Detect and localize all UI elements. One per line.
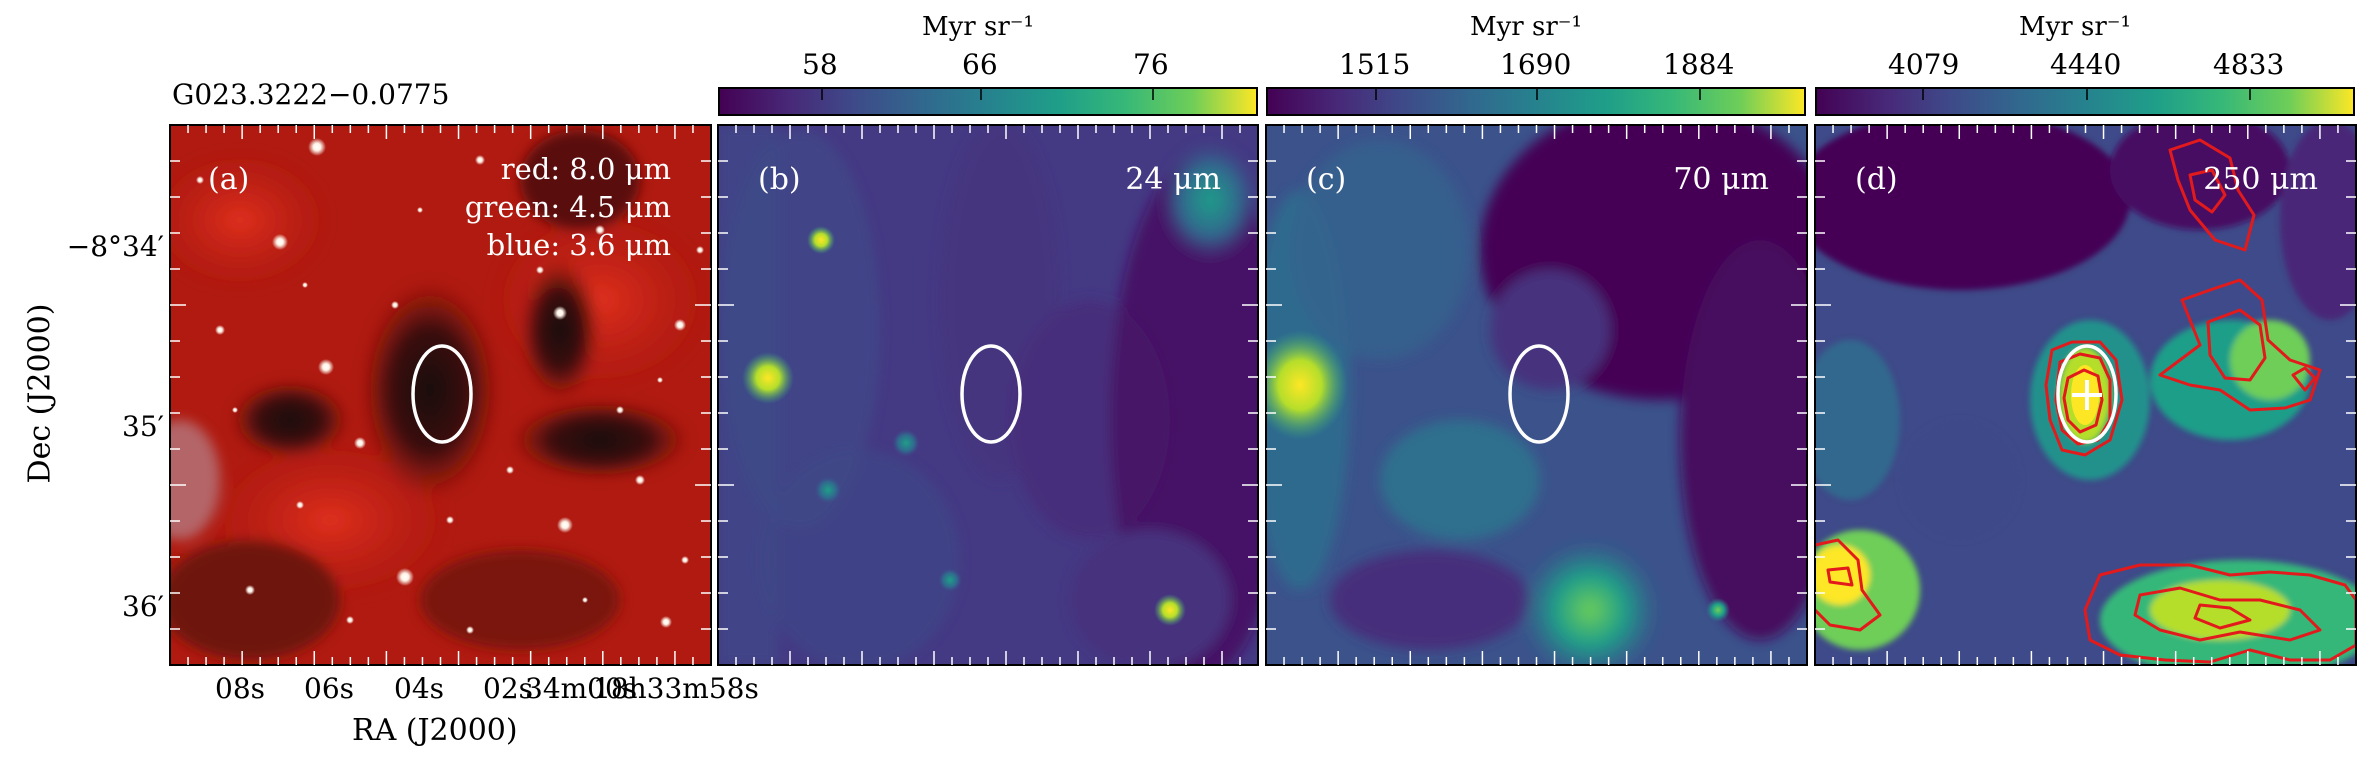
colorbar-tick-label: 1515 (1339, 48, 1411, 81)
colorbar-ticks (821, 88, 2251, 100)
band-legend: red: 8.0 μm green: 4.5 μm blue: 3.6 μm (465, 150, 671, 264)
colorbar-tick-label: 76 (1133, 48, 1169, 81)
band-label-blue: blue: 3.6 μm (486, 228, 671, 262)
target-ellipse (1508, 344, 1570, 444)
colorbar-d (1815, 87, 2355, 116)
axis-ticks (170, 125, 2356, 665)
source-name: G023.3222−0.0775 (172, 78, 450, 111)
dec-tick-label: 36′ (122, 590, 164, 623)
dec-tick-label: 35′ (122, 410, 164, 443)
panel-a (170, 125, 711, 665)
colorbar-c (1266, 87, 1806, 116)
panel-d (1815, 125, 2356, 665)
wavelength-label: 24 μm (1125, 162, 1221, 197)
contours (1815, 138, 2356, 664)
dec-tick-label: −8°34′ (66, 230, 164, 263)
stars (196, 138, 704, 634)
ra-tick-label: 02s (483, 672, 533, 705)
colorbar-tick-label: 1884 (1663, 48, 1735, 81)
colorbar-unit: Myr sr⁻¹ (922, 12, 1034, 42)
ra-tick-label: 34m00s (525, 672, 638, 705)
x-axis-label: RA (J2000) (352, 713, 518, 748)
ra-tick-label: 04s (394, 672, 444, 705)
colorbar-tick-label: 4079 (1888, 48, 1960, 81)
panel-letter: (c) (1306, 162, 1347, 197)
ra-tick-label: 18h33m58s (593, 672, 759, 705)
panel-letter: (d) (1855, 162, 1898, 197)
colorbar-tick-label: 58 (802, 48, 838, 81)
ra-tick-label: 08s (215, 672, 265, 705)
panel-letter: (a) (208, 162, 250, 197)
ra-tick-label: 06s (304, 672, 354, 705)
panel-c (1266, 125, 1807, 665)
wavelength-label: 70 μm (1673, 162, 1769, 197)
band-label-green: green: 4.5 μm (464, 190, 671, 224)
colorbar-tick-label: 66 (962, 48, 998, 81)
panel-letter: (b) (758, 162, 801, 197)
target-ellipse (960, 344, 1022, 444)
colorbar-tick-label: 4833 (2213, 48, 2285, 81)
colorbar-tick-label: 4440 (2050, 48, 2122, 81)
wavelength-label: 250 μm (2203, 162, 2318, 197)
peak-cross-icon (2072, 380, 2102, 410)
colorbar-tick-label: 1690 (1500, 48, 1572, 81)
target-ellipse (2056, 344, 2118, 444)
colorbar-b (718, 87, 1258, 116)
panel-b (718, 125, 1258, 665)
y-axis-label: Dec (J2000) (22, 303, 58, 484)
target-ellipse (411, 344, 473, 444)
band-label-red: red: 8.0 μm (500, 152, 671, 186)
colorbar-unit: Myr sr⁻¹ (1470, 12, 1582, 42)
colorbar-unit: Myr sr⁻¹ (2019, 12, 2131, 42)
